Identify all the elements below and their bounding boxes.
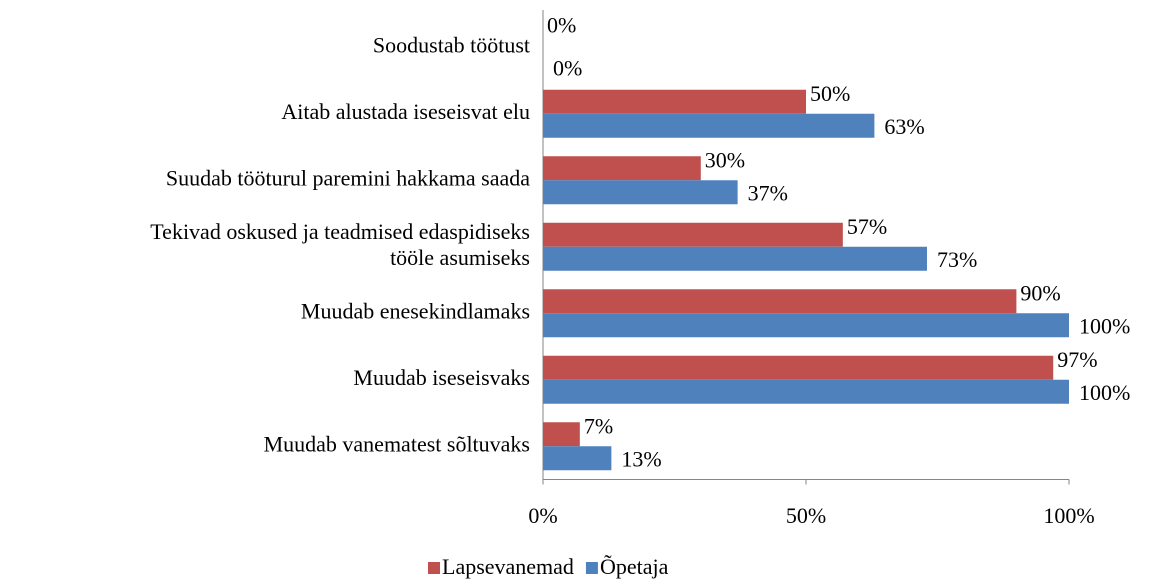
x-tick-label: 0%	[528, 503, 557, 528]
category-label: Aitab alustada iseseisvat elu	[281, 99, 530, 124]
value-label: 37%	[748, 180, 788, 205]
bar	[543, 180, 738, 205]
bar	[543, 246, 927, 271]
bar	[543, 379, 1069, 404]
bar	[543, 222, 843, 247]
value-label: 0%	[547, 12, 576, 37]
category-label: Tekivad oskused ja teadmised edaspidisek…	[150, 219, 530, 270]
value-label: 50%	[810, 81, 850, 106]
value-label: 30%	[705, 147, 745, 172]
category-label: Muudab vanematest sõltuvaks	[264, 431, 530, 456]
x-tick-label: 50%	[786, 503, 826, 528]
bar	[543, 313, 1069, 338]
value-label: 100%	[1079, 313, 1130, 338]
category-label: Muudab iseseisvaks	[353, 365, 530, 390]
value-label: 100%	[1079, 380, 1130, 405]
category-label: Muudab enesekindlamaks	[301, 298, 530, 323]
bar	[543, 446, 612, 471]
value-label: 63%	[884, 114, 924, 139]
legend-swatch	[585, 562, 598, 574]
bar	[543, 422, 580, 447]
legend-label: Lapsevanemad	[442, 554, 574, 579]
x-tick-label: 100%	[1043, 503, 1094, 528]
value-label: 7%	[584, 413, 613, 438]
category-label: Suudab tööturul paremini hakkama saada	[166, 165, 530, 190]
bar	[543, 89, 806, 114]
value-label: 13%	[621, 446, 661, 471]
bar	[543, 156, 701, 181]
value-label: 57%	[847, 214, 887, 239]
bar	[543, 355, 1054, 380]
bar	[543, 113, 875, 138]
bar	[543, 289, 1017, 314]
legend-swatch	[428, 562, 440, 574]
value-label: 73%	[937, 247, 977, 272]
value-label: 90%	[1020, 280, 1060, 305]
legend-label: Õpetaja	[600, 554, 669, 579]
value-label: 0%	[553, 55, 582, 80]
category-label: Soodustab töötust	[373, 32, 530, 57]
value-label: 97%	[1057, 347, 1097, 372]
